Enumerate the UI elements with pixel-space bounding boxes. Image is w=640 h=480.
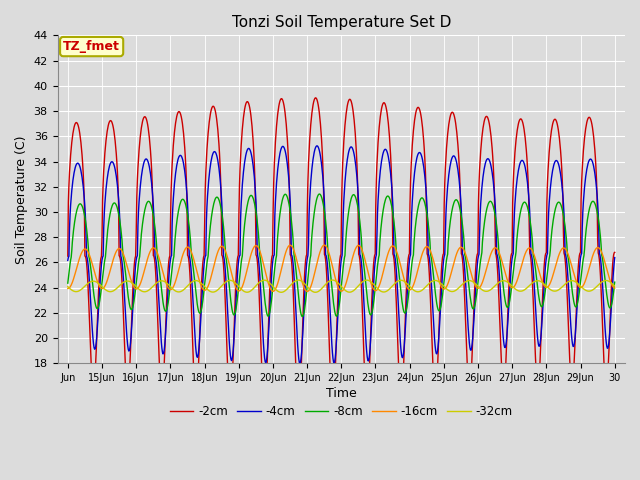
-16cm — [611, 285, 619, 291]
-4cm — [387, 177, 395, 182]
-32cm — [166, 283, 173, 288]
-8cm — [387, 201, 395, 206]
Legend: -2cm, -4cm, -8cm, -16cm, -32cm: -2cm, -4cm, -8cm, -16cm, -32cm — [165, 401, 518, 423]
-16cm — [585, 267, 593, 273]
-8cm — [291, 257, 299, 263]
-2cm — [295, 408, 303, 414]
-16cm — [321, 242, 328, 248]
-32cm — [593, 283, 601, 289]
-2cm — [291, 334, 299, 339]
-2cm — [166, 255, 173, 261]
Line: -8cm: -8cm — [68, 194, 615, 317]
-4cm — [64, 258, 72, 264]
-2cm — [611, 250, 619, 255]
-16cm — [166, 286, 173, 292]
Text: TZ_fmet: TZ_fmet — [63, 40, 120, 53]
-8cm — [611, 279, 619, 285]
-32cm — [585, 288, 593, 294]
-8cm — [90, 293, 98, 299]
-2cm — [312, 95, 320, 101]
-4cm — [593, 192, 601, 197]
-32cm — [387, 285, 395, 290]
-4cm — [90, 345, 98, 350]
-32cm — [277, 289, 285, 295]
-16cm — [291, 250, 299, 256]
Y-axis label: Soil Temperature (C): Soil Temperature (C) — [15, 135, 28, 264]
-32cm — [64, 284, 72, 289]
-32cm — [90, 278, 98, 284]
-2cm — [64, 253, 72, 259]
-4cm — [313, 143, 321, 149]
-4cm — [585, 159, 593, 165]
-2cm — [593, 194, 601, 200]
-2cm — [90, 385, 98, 391]
-2cm — [585, 115, 593, 120]
Line: -16cm: -16cm — [68, 245, 615, 291]
Line: -32cm: -32cm — [68, 280, 615, 292]
-16cm — [64, 286, 72, 291]
-8cm — [585, 210, 593, 216]
-8cm — [64, 280, 72, 286]
Title: Tonzi Soil Temperature Set D: Tonzi Soil Temperature Set D — [232, 15, 451, 30]
-4cm — [611, 255, 619, 261]
-2cm — [387, 165, 395, 170]
-16cm — [593, 245, 601, 251]
-16cm — [303, 288, 311, 294]
-16cm — [90, 267, 98, 273]
-8cm — [166, 291, 173, 297]
-16cm — [387, 244, 395, 250]
-4cm — [291, 286, 299, 292]
-4cm — [166, 268, 173, 274]
-4cm — [296, 361, 304, 367]
-32cm — [611, 283, 619, 289]
-32cm — [328, 277, 336, 283]
Line: -2cm: -2cm — [68, 98, 615, 411]
Line: -4cm: -4cm — [68, 146, 615, 364]
X-axis label: Time: Time — [326, 387, 356, 400]
-32cm — [291, 278, 299, 284]
-8cm — [298, 314, 306, 320]
-8cm — [593, 209, 601, 215]
-8cm — [316, 191, 323, 197]
